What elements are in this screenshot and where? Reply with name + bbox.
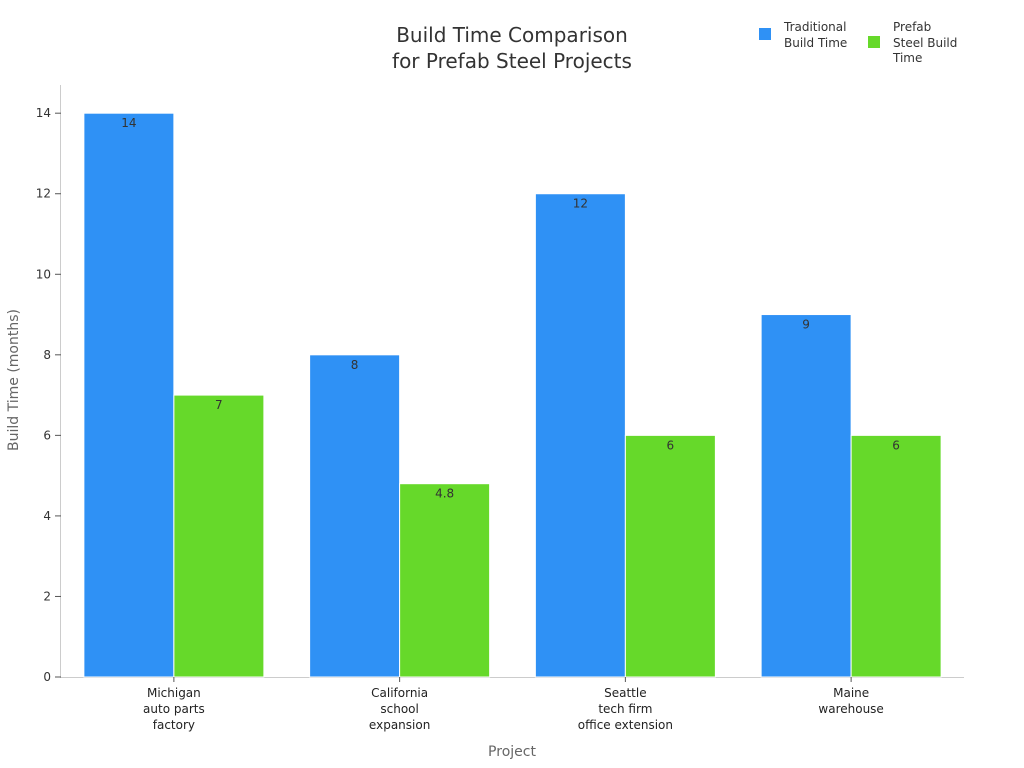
bar-traditional-2: [534, 193, 626, 678]
y-axis-ticks: 0 2 4 6 8 10 12 14: [36, 106, 61, 684]
x-axis-category-labels: Michigan auto parts factory California schoo…: [143, 677, 884, 732]
x-category-label: tech firm: [598, 702, 652, 716]
chart-title-line-2: for Prefab Steel Projects: [392, 49, 632, 73]
y-tick-label: 8: [43, 348, 51, 362]
data-label-traditional-3: 9: [802, 318, 810, 332]
x-category-label: school: [380, 702, 418, 716]
bar-traditional-0: [83, 112, 175, 678]
bar-traditional-1: [309, 354, 401, 678]
y-tick-label: 0: [43, 670, 51, 684]
legend-swatch-traditional: [759, 28, 771, 40]
y-tick-label: 12: [36, 187, 51, 201]
data-labels: 14 7 8 4.8 12 6 9 6: [121, 116, 900, 501]
x-category-label: California: [371, 686, 428, 700]
legend-label-prefab-line-1: Prefab: [893, 20, 931, 34]
chart-title-line-1: Build Time Comparison: [396, 23, 628, 47]
x-category-label: Michigan: [147, 686, 201, 700]
legend: Traditional Build Time Prefab Steel Buil…: [759, 20, 957, 65]
bar-traditional-3: [760, 314, 852, 678]
data-label-prefab-3: 6: [892, 438, 900, 452]
bar-prefab-1: [399, 483, 491, 678]
y-axis-title: Build Time (months): [6, 309, 22, 451]
legend-label-prefab-line-2: Steel Build: [893, 36, 957, 50]
bars: [83, 112, 942, 678]
legend-label-prefab-line-3: Time: [892, 51, 922, 65]
x-category-label: office extension: [578, 718, 673, 732]
bar-prefab-0: [173, 394, 265, 678]
bar-prefab-2: [624, 434, 716, 678]
chart-title: Build Time Comparison for Prefab Steel P…: [392, 23, 632, 73]
data-label-traditional-0: 14: [121, 116, 136, 130]
legend-label-traditional-line-2: Build Time: [784, 36, 847, 50]
data-label-traditional-2: 12: [573, 197, 588, 211]
y-tick-label: 2: [43, 589, 51, 603]
x-category-label: warehouse: [818, 702, 883, 716]
y-tick-label: 14: [36, 106, 51, 120]
data-label-prefab-1: 4.8: [435, 487, 454, 501]
data-label-prefab-2: 6: [667, 438, 675, 452]
data-label-prefab-0: 7: [215, 398, 223, 412]
x-category-label: auto parts: [143, 702, 205, 716]
x-category-label: expansion: [369, 718, 430, 732]
data-label-traditional-1: 8: [351, 358, 359, 372]
x-category-label: Seattle: [604, 686, 646, 700]
x-axis-title: Project: [488, 744, 536, 760]
y-tick-label: 6: [43, 428, 51, 442]
bar-prefab-3: [850, 434, 942, 678]
legend-label-traditional-line-1: Traditional: [783, 20, 846, 34]
x-category-label: Maine: [833, 686, 869, 700]
y-tick-label: 4: [43, 509, 51, 523]
legend-swatch-prefab: [868, 36, 880, 48]
x-category-label: factory: [153, 718, 195, 732]
y-tick-label: 10: [36, 267, 51, 281]
